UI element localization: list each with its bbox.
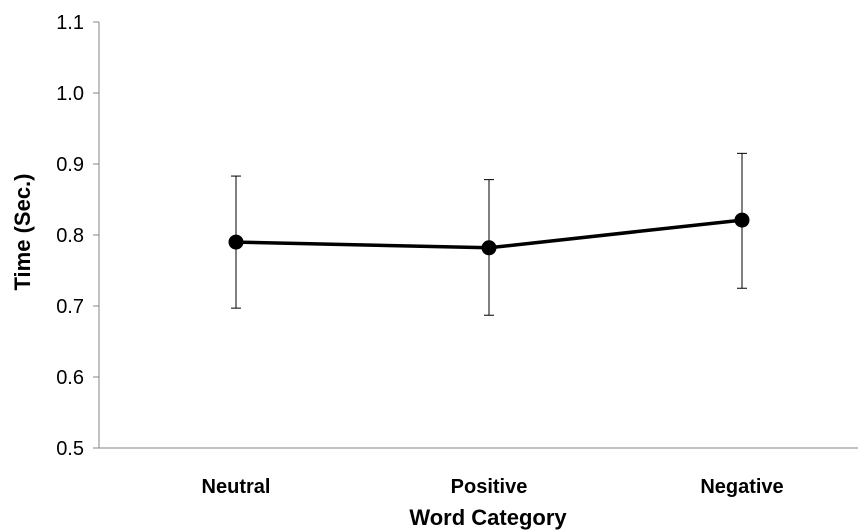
y-tick-labels: 0.5 0.6 0.7 0.8 0.9 1.0 1.1: [56, 12, 84, 460]
y-tick-label: 0.6: [56, 367, 84, 389]
y-tick-label: 1.0: [56, 83, 84, 105]
x-tick-label: Neutral: [202, 476, 271, 498]
y-tick-label: 1.1: [56, 12, 84, 34]
data-markers: [228, 212, 750, 256]
x-axis-title: Word Category: [409, 505, 567, 530]
x-tick-label: Positive: [451, 476, 528, 498]
y-tick-label: 0.5: [56, 438, 84, 460]
x-tick-label: Negative: [700, 476, 783, 498]
y-tick-label: 0.8: [56, 225, 84, 247]
data-point-negative: [734, 212, 750, 228]
x-tick-labels: Neutral Positive Negative: [202, 476, 784, 498]
error-bars: [231, 152, 747, 316]
y-tick-label: 0.7: [56, 296, 84, 318]
y-tick-label: 0.9: [56, 154, 84, 176]
data-point-neutral: [228, 234, 244, 250]
data-point-positive: [481, 240, 497, 256]
y-axis-title: Time (Sec.): [10, 174, 35, 291]
y-axis: [93, 21, 100, 449]
